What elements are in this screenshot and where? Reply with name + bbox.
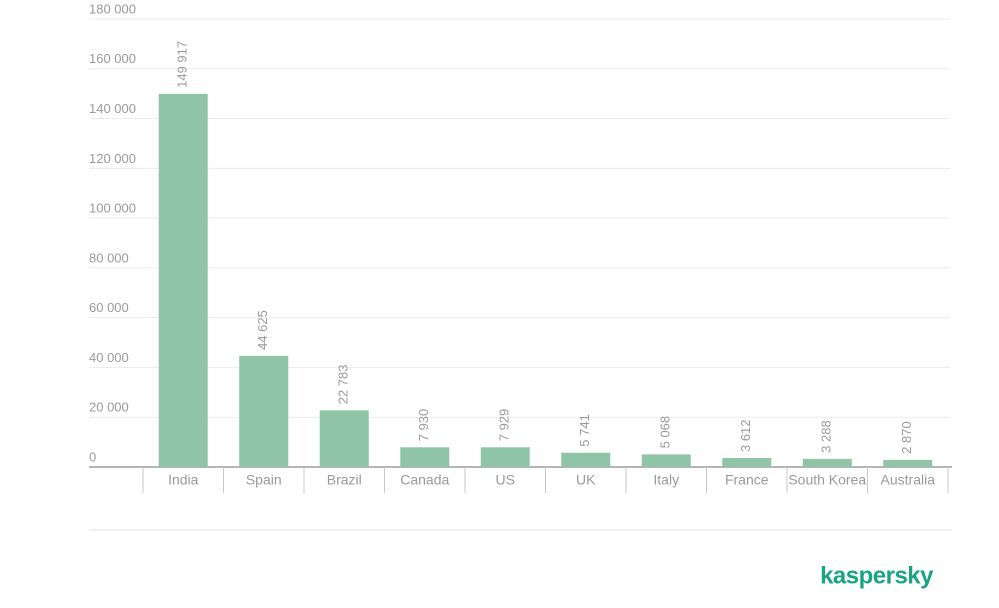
- y-tick-label: 120 000: [89, 151, 136, 166]
- bar: [400, 447, 450, 467]
- value-label: 7 930: [416, 409, 431, 442]
- y-tick-label: 80 000: [89, 250, 129, 265]
- value-label: 149 917: [175, 41, 190, 88]
- bar: [641, 454, 691, 467]
- x-tick-label: Canada: [400, 472, 449, 488]
- value-label: 5 741: [577, 414, 592, 447]
- bar: [319, 410, 369, 467]
- x-tick-label: Italy: [653, 472, 679, 488]
- y-tick-label: 100 000: [89, 201, 136, 216]
- x-tick-label: South Korea: [788, 472, 866, 488]
- x-tick-label: France: [725, 472, 769, 488]
- y-tick-label: 0: [89, 449, 96, 464]
- x-tick-label: Spain: [246, 472, 282, 488]
- bar: [239, 355, 289, 467]
- y-tick-label: 60 000: [89, 300, 129, 315]
- value-label: 2 870: [899, 421, 914, 454]
- bar: [480, 447, 530, 467]
- bar: [561, 452, 611, 467]
- x-tick-label: Brazil: [327, 472, 362, 488]
- y-tick-label: 40 000: [89, 350, 129, 365]
- value-label: 5 068: [658, 416, 673, 449]
- value-label: 44 625: [255, 310, 270, 350]
- x-tick-label: UK: [576, 472, 596, 488]
- bar: [722, 458, 772, 467]
- x-tick-label: India: [168, 472, 199, 488]
- x-tick-label: US: [496, 472, 515, 488]
- y-tick-label: 20 000: [89, 400, 129, 415]
- bar: [802, 458, 852, 467]
- value-label: 7 929: [497, 409, 512, 442]
- bar: [883, 459, 933, 467]
- value-label: 22 783: [336, 365, 351, 405]
- y-tick-label: 160 000: [89, 51, 136, 66]
- y-tick-label: 140 000: [89, 101, 136, 116]
- value-label: 3 288: [819, 420, 834, 453]
- y-tick-label: 180 000: [89, 1, 136, 16]
- bar: [158, 93, 208, 468]
- logo: kaspersky: [820, 562, 934, 589]
- value-label: 3 612: [738, 419, 753, 452]
- x-tick-label: Australia: [881, 472, 936, 488]
